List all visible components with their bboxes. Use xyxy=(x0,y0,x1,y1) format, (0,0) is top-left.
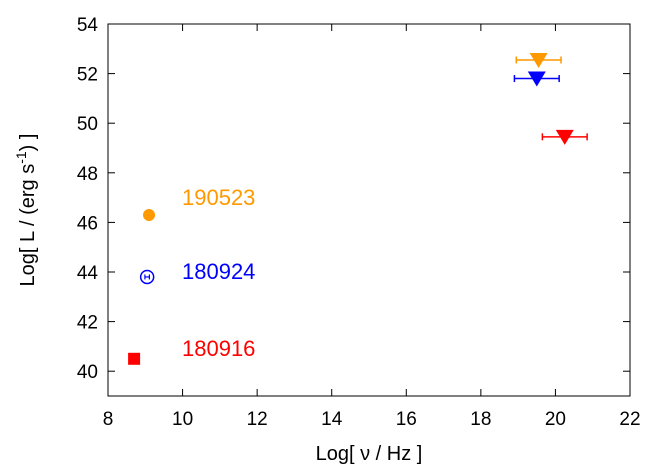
x-tick-label: 10 xyxy=(172,409,193,430)
data-marks xyxy=(128,52,588,365)
y-tick-label: 46 xyxy=(77,213,98,234)
x-axis-label: Log[ ν / Hz ] xyxy=(316,443,423,465)
x-tick-label: 22 xyxy=(619,409,640,430)
y-ticks: 40 42 44 46 48 50 52 54 xyxy=(77,15,630,383)
y-axis-label: Log[ L / (erg s-1) ] xyxy=(13,134,39,287)
y-axis-label-superscript: -1 xyxy=(13,151,29,164)
y-axis-label-main: Log[ L / (erg s xyxy=(17,164,39,287)
y-tick-label: 48 xyxy=(77,164,98,185)
x-tick-label: 8 xyxy=(103,409,114,430)
detection-point-180916 xyxy=(128,352,141,365)
y-axis-label-end: ) ] xyxy=(17,134,39,152)
upper-limit-triangle-180916 xyxy=(555,129,574,145)
upper-limit-triangle-190523 xyxy=(529,52,548,68)
y-tick-label: 54 xyxy=(77,15,99,36)
x-tick-label: 18 xyxy=(470,409,491,430)
series-label-180916: 180916 xyxy=(182,336,255,361)
detection-point-180924 xyxy=(139,269,155,285)
y-tick-label: 52 xyxy=(77,65,98,86)
detection-point-190523 xyxy=(143,208,156,221)
x-tick-label: 20 xyxy=(545,409,566,430)
y-tick-label: 40 xyxy=(77,362,98,383)
series-label-190523: 190523 xyxy=(182,185,255,210)
x-ticks: 8 10 12 14 16 18 20 22 xyxy=(103,24,641,430)
upper-limit-triangle-180924 xyxy=(527,71,546,87)
y-tick-label: 42 xyxy=(77,313,98,334)
x-tick-label: 14 xyxy=(321,409,343,430)
series-labels: 190523 180924 180916 xyxy=(182,185,255,361)
x-tick-label: 16 xyxy=(396,409,417,430)
plot-frame xyxy=(107,23,631,397)
y-tick-label: 50 xyxy=(77,114,98,135)
series-label-180924: 180924 xyxy=(182,259,255,284)
y-tick-label: 44 xyxy=(77,263,99,284)
x-tick-label: 12 xyxy=(247,409,268,430)
